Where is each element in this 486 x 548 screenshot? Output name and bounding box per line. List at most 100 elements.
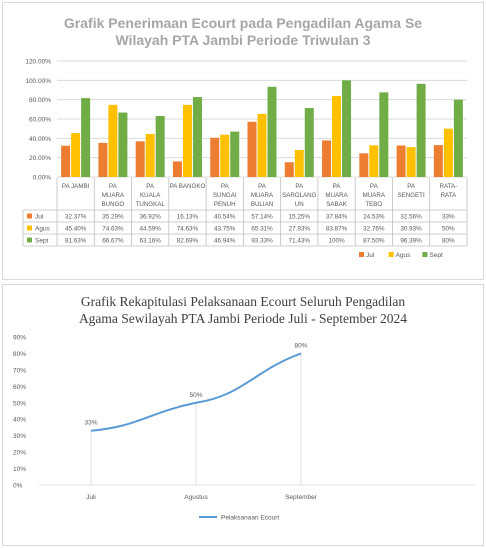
bar <box>192 97 202 177</box>
table-cell: 71.43% <box>289 237 311 244</box>
chart2-title-line2: Agama Sewilayah PTA Jambi Periode Juli -… <box>78 311 408 326</box>
y-tick-label: 0% <box>13 483 23 490</box>
y-tick-label: 30% <box>13 433 26 440</box>
y-tick-label: 100.00% <box>25 78 51 85</box>
table-legend-key <box>27 213 32 219</box>
table-cell: 44.59% <box>140 225 162 232</box>
table-cell: 33% <box>442 213 455 220</box>
y-tick-label: 80% <box>13 351 26 358</box>
chart2-panel: Grafik Rekapitulasi Pelaksanaan Ecourt S… <box>2 284 484 546</box>
y-tick-label: 60% <box>13 384 26 391</box>
table-cell: 24.53% <box>363 213 385 220</box>
category-label: TEBO <box>365 201 382 208</box>
bar <box>332 95 342 177</box>
category-label: UN <box>295 201 304 208</box>
bar <box>230 131 240 177</box>
category-label: SENGETI <box>398 192 425 199</box>
x-tick-label: Agustus <box>184 494 208 501</box>
y-tick-label: 40.00% <box>29 136 51 143</box>
bar <box>359 153 369 177</box>
bar <box>406 147 416 177</box>
bar <box>247 121 257 177</box>
table-cell: 15.25% <box>289 213 311 220</box>
bar <box>220 134 230 177</box>
table-cell: 32.56% <box>400 213 422 220</box>
table-cell: 45.40% <box>65 225 87 232</box>
category-label: MUARA <box>325 192 348 199</box>
table-cell: 74.63% <box>177 225 199 232</box>
chart2-title-line1: Grafik Rekapitulasi Pelaksanaan Ecourt S… <box>80 294 406 309</box>
table-cell: 80% <box>442 237 455 244</box>
category-label: MUARA <box>363 192 386 199</box>
y-tick-label: 120.00% <box>25 59 51 66</box>
bar <box>81 98 91 177</box>
y-tick-label: 40% <box>13 417 26 424</box>
table-cell: 35.29% <box>102 213 124 220</box>
y-tick-label: 80.00% <box>29 97 51 104</box>
table-cell: 40.54% <box>214 213 236 220</box>
category-label: PENUH <box>214 201 236 208</box>
table-cell: 57.14% <box>251 213 273 220</box>
bar <box>145 133 155 177</box>
y-tick-label: 0.00% <box>33 175 52 182</box>
table-cell: 63.16% <box>140 237 162 244</box>
table-series-name: Sept <box>35 237 49 244</box>
legend-label: Pelaksanaan Ecourt <box>221 515 279 522</box>
bar <box>342 80 352 177</box>
data-label: 33% <box>84 420 97 427</box>
y-tick-label: 20% <box>13 450 26 457</box>
category-label: PA <box>295 183 304 190</box>
bar <box>257 113 267 177</box>
table-cell: 37.84% <box>326 213 348 220</box>
y-tick-label: 60.00% <box>29 117 51 124</box>
category-label: RATA- <box>440 183 458 190</box>
category-label: RATA <box>441 192 457 199</box>
table-cell: 43.75% <box>214 225 236 232</box>
x-tick-label: Juli <box>86 494 96 501</box>
category-label: PA <box>109 183 118 190</box>
bar <box>369 145 379 177</box>
table-cell: 100% <box>328 237 345 244</box>
legend-key <box>388 252 394 257</box>
category-label: MUARA <box>102 192 125 199</box>
category-label: PA <box>370 183 379 190</box>
legend-label: Jul <box>366 252 375 259</box>
bar <box>453 99 463 177</box>
bar <box>155 115 165 177</box>
y-tick-label: 70% <box>13 367 26 374</box>
bar <box>71 133 81 177</box>
table-series-name: Agus <box>35 225 51 232</box>
y-tick-label: 10% <box>13 466 26 473</box>
chart1-panel: Grafik Penerimaan Ecourt pada Pengadilan… <box>2 2 484 280</box>
table-series-name: Jul <box>35 213 44 220</box>
bar <box>322 140 332 177</box>
table-cell: 74.63% <box>102 225 124 232</box>
table-cell: 81.63% <box>65 237 87 244</box>
bar <box>416 83 426 177</box>
bar <box>118 112 128 177</box>
y-tick-label: 20.00% <box>29 155 51 162</box>
bar <box>443 128 453 177</box>
table-cell: 16.13% <box>177 213 199 220</box>
table-cell: 82.69% <box>177 237 199 244</box>
table-cell: 32.76% <box>363 225 385 232</box>
bar <box>172 161 182 177</box>
table-cell: 96.39% <box>400 237 422 244</box>
chart1-title-line2: Wilayah PTA Jambi Periode Triwulan 3 <box>115 32 371 48</box>
bar <box>210 137 220 177</box>
bar <box>304 107 314 177</box>
category-label: PA BANGKO <box>170 183 206 190</box>
category-label: PA <box>146 183 155 190</box>
category-label: MUARA <box>251 192 274 199</box>
series-line <box>90 352 302 432</box>
bar <box>433 145 443 177</box>
table-cell: 27.93% <box>289 225 311 232</box>
category-label: SAROLANG <box>282 192 317 199</box>
category-label: PA <box>407 183 416 190</box>
legend-label: Agus <box>396 252 412 259</box>
x-tick-label: September <box>285 494 318 501</box>
category-label: KUALA <box>140 192 161 199</box>
table-cell: 66.67% <box>102 237 124 244</box>
legend-key <box>359 252 364 257</box>
legend-label: Sept <box>429 252 443 259</box>
